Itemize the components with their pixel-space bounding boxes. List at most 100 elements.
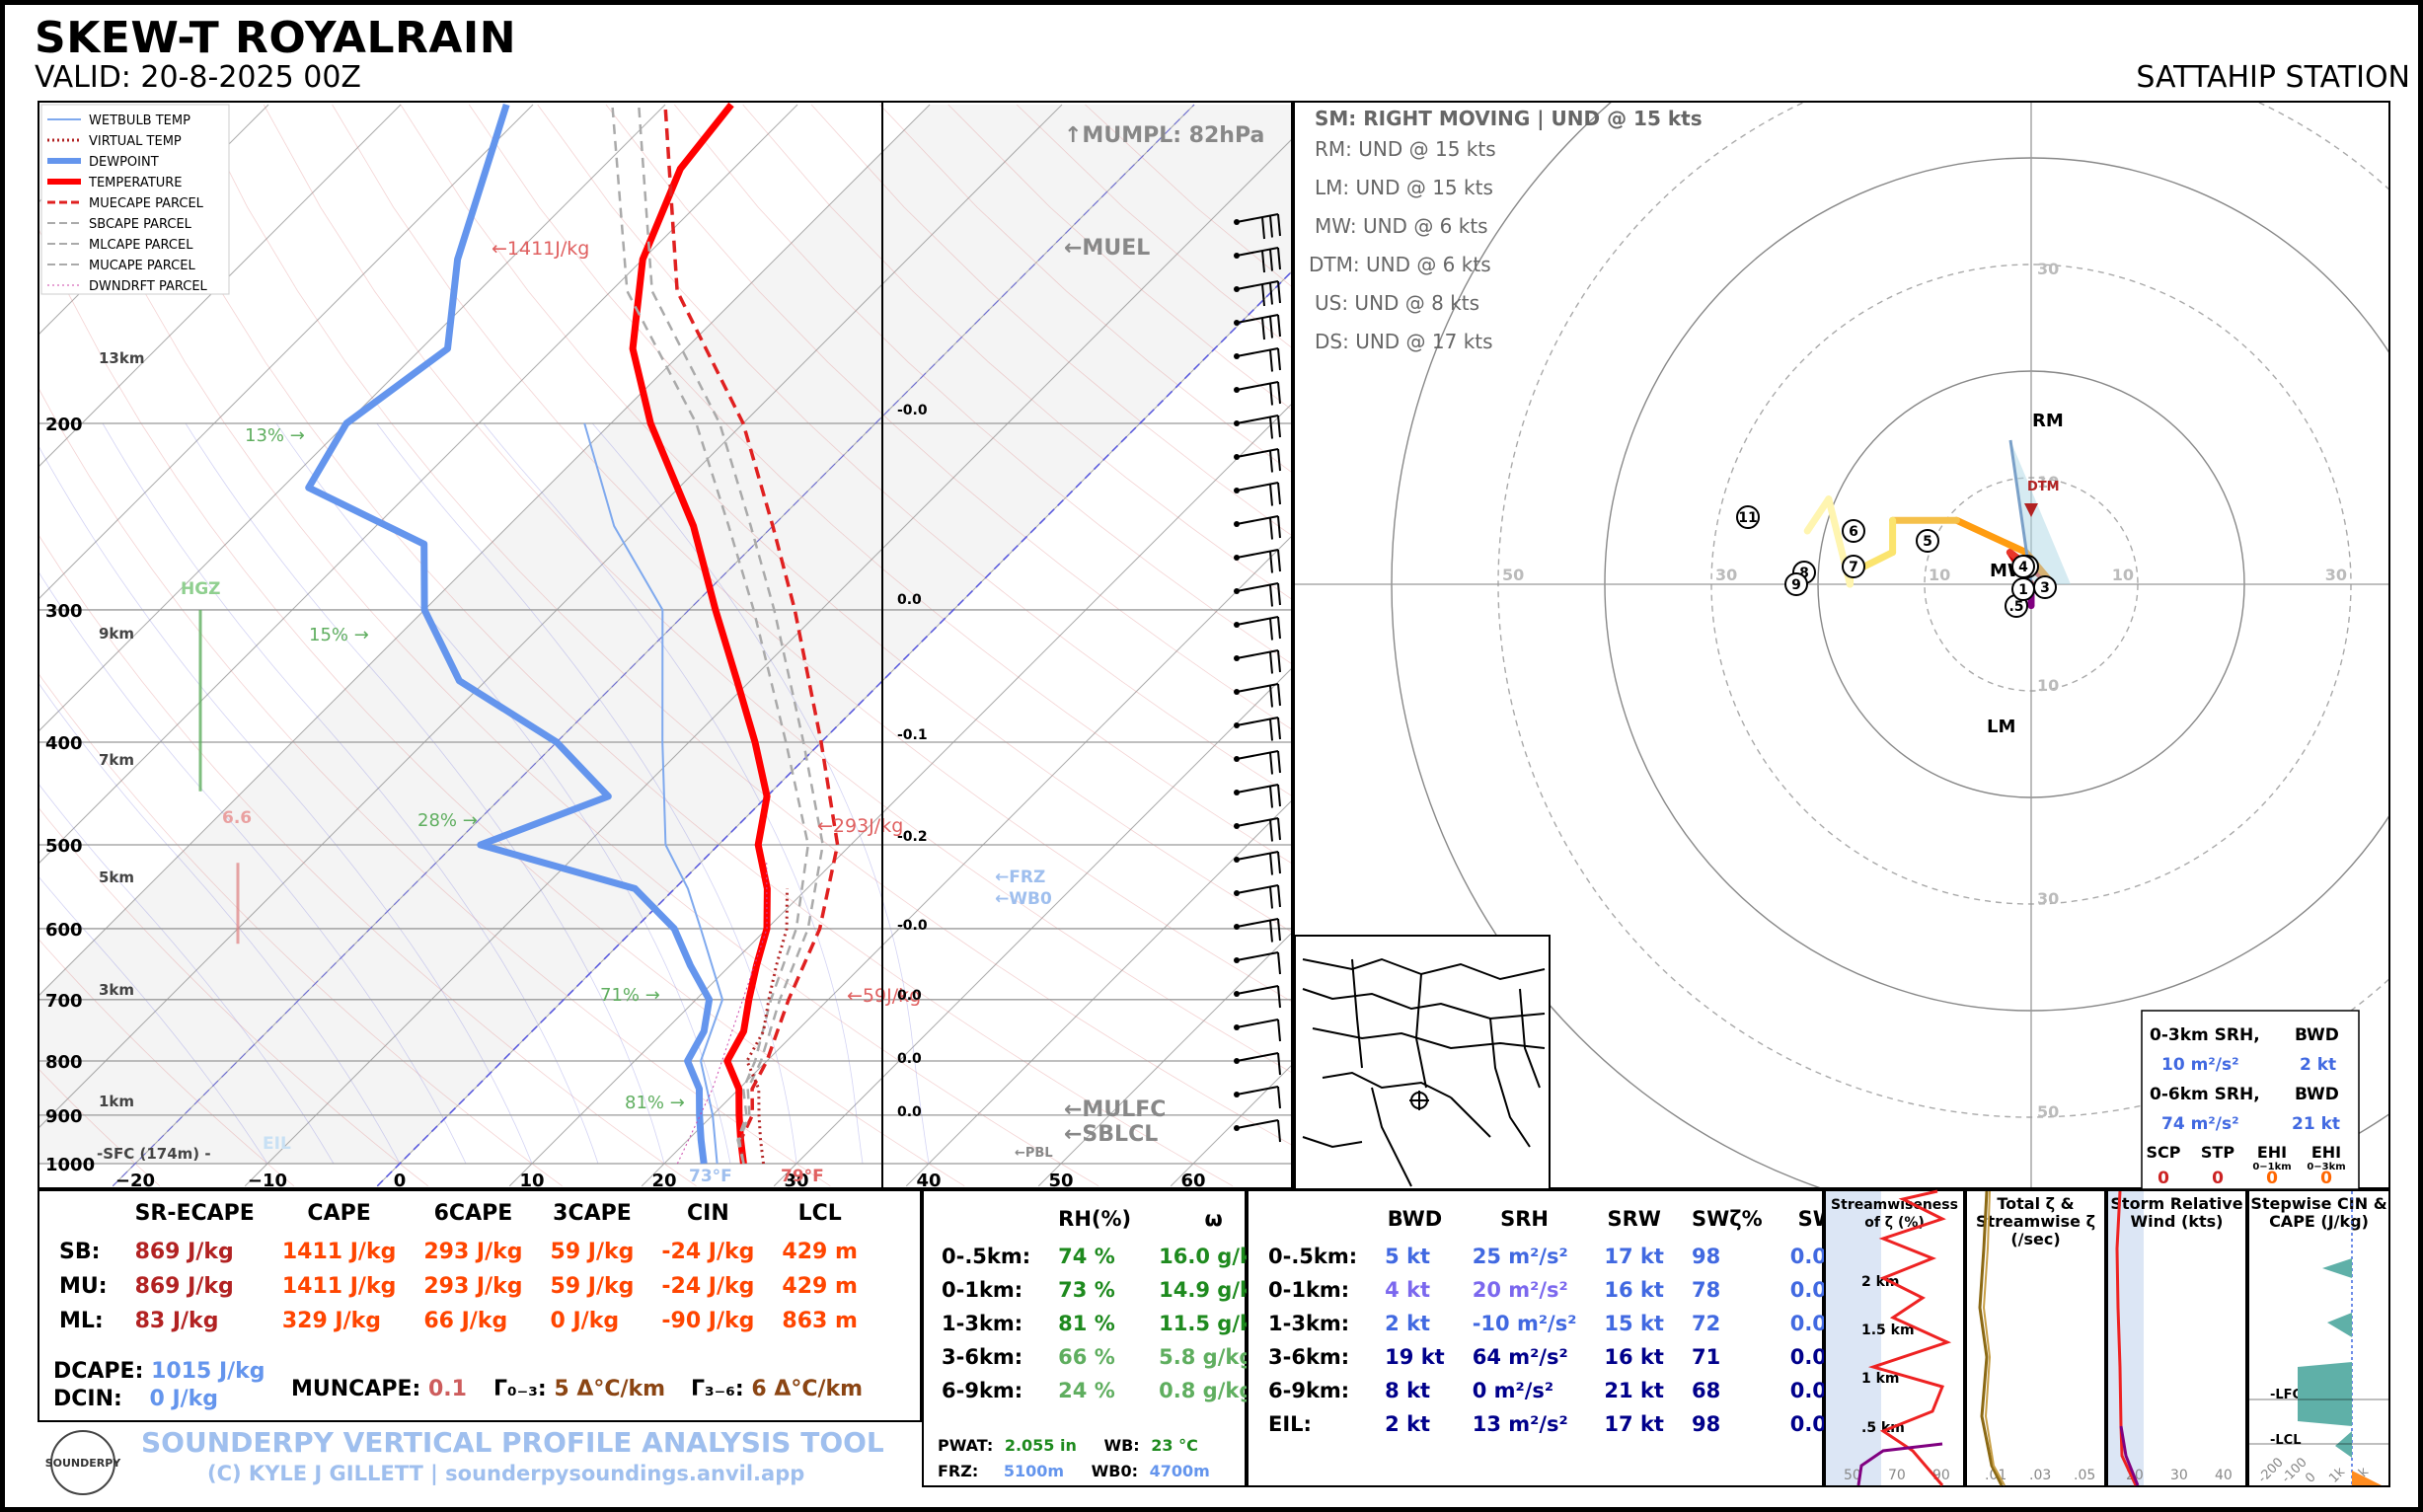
table-cell: 98	[1691, 1412, 1721, 1436]
series-wetbulb-temp	[583, 422, 723, 1165]
temp-tick-label: −20	[115, 1171, 155, 1189]
table-cell: 429 m	[782, 1240, 858, 1264]
wb-label: WB:	[1103, 1436, 1140, 1455]
map-border	[1519, 988, 1541, 1089]
map-border	[1450, 1096, 1491, 1138]
table-cell: 72	[1691, 1312, 1721, 1335]
map-border	[1322, 1071, 1452, 1098]
srh06-label: 0-6km SRH,	[2150, 1085, 2260, 1104]
pwat-label: PWAT:	[938, 1436, 994, 1455]
wind-barb-flag	[1277, 1086, 1281, 1109]
table-cell: 293 J/kg	[423, 1240, 523, 1264]
ring-label: 10	[2037, 676, 2059, 695]
streamwiseness-line	[1867, 1189, 1952, 1486]
table-cell: 13 m²/s²	[1472, 1412, 1568, 1436]
sfc-td-label: 73°F	[689, 1167, 732, 1186]
storm-motion-title: SM: RIGHT MOVING | UND @ 15 kts	[1315, 107, 1703, 130]
mini-profiles: Streamwiseness of ζ (%) Total ζ &Streamwis…	[1824, 1189, 2390, 1487]
legend-label: SBCAPE PARCEL	[89, 217, 192, 232]
table-cell: 0.8 g/kg	[1159, 1379, 1254, 1402]
ring-label: 30	[2037, 889, 2059, 908]
column-header: SWζ%	[1691, 1207, 1763, 1231]
height-label: 9km	[99, 625, 134, 643]
mini-tick: 70	[1888, 1468, 1906, 1483]
dcin-value: 0 J/kg	[149, 1387, 219, 1411]
wind-barb-staff	[1236, 951, 1279, 961]
wind-barb-flag	[1269, 517, 1273, 540]
dry-adiabat	[400, 104, 1291, 933]
wind-barb-flag	[1269, 920, 1273, 943]
table-cell: 293 J/kg	[423, 1274, 523, 1299]
isotherm-line	[508, 404, 1291, 1187]
lfc-label: -LFC	[2270, 1388, 2302, 1402]
wind-barb-flag	[1269, 718, 1273, 741]
dry-adiabat	[742, 104, 1291, 600]
table-row: 3-6km: 66 % 5.8 g/kg	[928, 1339, 1282, 1373]
table-cell: ML:	[59, 1309, 104, 1333]
wind-barb-staff	[1236, 415, 1279, 424]
pressure-tick-label: 600	[45, 920, 83, 941]
table-row: 3-6km: 19 kt 64 m²/s² 16 kt 71 0.003	[1254, 1339, 1869, 1373]
wind-barb-flag	[1277, 415, 1281, 438]
wind-barb-flag	[1269, 484, 1273, 506]
wind-barb-flag	[1269, 551, 1273, 573]
height-label: 1 km	[1861, 1371, 1900, 1387]
isotherm-line	[773, 668, 1291, 1187]
motion-line: DTM: UND @ 6 kts	[1309, 253, 1491, 276]
table-cell: 59 J/kg	[550, 1274, 635, 1299]
bwd03-label: BWD	[2295, 1025, 2339, 1045]
wind-barb-flag	[1261, 283, 1265, 307]
ring-label: 50	[2037, 1102, 2059, 1121]
wind-barb-flag	[1269, 282, 1273, 305]
thermo-header-row: SR-ECAPE CAPE 6CAPE 3CAPE CIN LCL	[45, 1201, 871, 1234]
table-cell: 15 kt	[1604, 1312, 1664, 1335]
table-cell: 329 J/kg	[281, 1309, 382, 1333]
rh-label: 81% →	[625, 1093, 685, 1113]
cin-block	[2352, 1471, 2382, 1485]
wind-barb-staff	[1236, 280, 1279, 290]
dry-adiabat	[39, 1069, 161, 1186]
wind-barb-staff	[1236, 1052, 1279, 1062]
param-value: 0	[2212, 1169, 2224, 1188]
table-cell: 59 J/kg	[550, 1240, 635, 1264]
table-cell: 1411 J/kg	[281, 1240, 397, 1264]
series-dewpoint	[305, 103, 714, 1165]
table-cell: 66 %	[1058, 1345, 1115, 1369]
sfc-t-label: 79°F	[781, 1167, 824, 1186]
height-marker	[1784, 572, 1808, 596]
param-value: 0	[2320, 1169, 2332, 1188]
height-marker-label: 6	[1849, 524, 1858, 540]
param-header: SCP	[2147, 1143, 2181, 1162]
height-label: 3km	[99, 981, 134, 999]
frz-value: 5100m	[1003, 1462, 1065, 1480]
isotherm-line	[39, 104, 534, 599]
wind-barb-flag	[1269, 416, 1273, 439]
temp-tick-label: 10	[519, 1171, 544, 1189]
wind-barb-staff	[1236, 817, 1279, 827]
param-value: 0	[2158, 1169, 2169, 1188]
srh06-value: 74 m²/s²	[2161, 1114, 2239, 1134]
table-row: EIL: 2 kt 13 m²/s² 17 kt 98 0.007	[1254, 1406, 1869, 1440]
eil-label: EIL	[263, 1134, 291, 1154]
height-marker	[1842, 519, 1865, 543]
isotherm-line	[39, 104, 931, 996]
table-cell: 0-.5km:	[1268, 1245, 1358, 1268]
height-marker	[1916, 529, 1939, 553]
column-header	[1254, 1207, 1371, 1239]
param-header: EHI	[2311, 1143, 2341, 1162]
pressure-tick-label: 900	[45, 1106, 83, 1127]
legend-label: TEMPERATURE	[88, 176, 183, 190]
mlcape-parcel	[611, 104, 810, 1165]
table-cell: 17 kt	[1604, 1412, 1664, 1436]
rh-label: 71% →	[600, 985, 660, 1006]
table-cell: 0 J/kg	[550, 1309, 620, 1333]
dry-adiabat	[468, 104, 1291, 864]
column-header: CAPE	[307, 1201, 371, 1226]
table-cell: 83 J/kg	[134, 1309, 219, 1333]
temp-tick-label: 30	[784, 1171, 808, 1189]
moisture-panel: RH(%) ω 0-.5km: 74 % 16.0 g/kg 0-1km: 73 % 14.…	[922, 1189, 1268, 1487]
bwd03-value: 2 kt	[2300, 1055, 2336, 1075]
wind-barb-staff	[1236, 1086, 1279, 1096]
hodo-area: 101010103030303050505050RMLMMWDTM.512345…	[1295, 103, 2388, 1187]
table-cell: 0-1km:	[1268, 1278, 1350, 1302]
